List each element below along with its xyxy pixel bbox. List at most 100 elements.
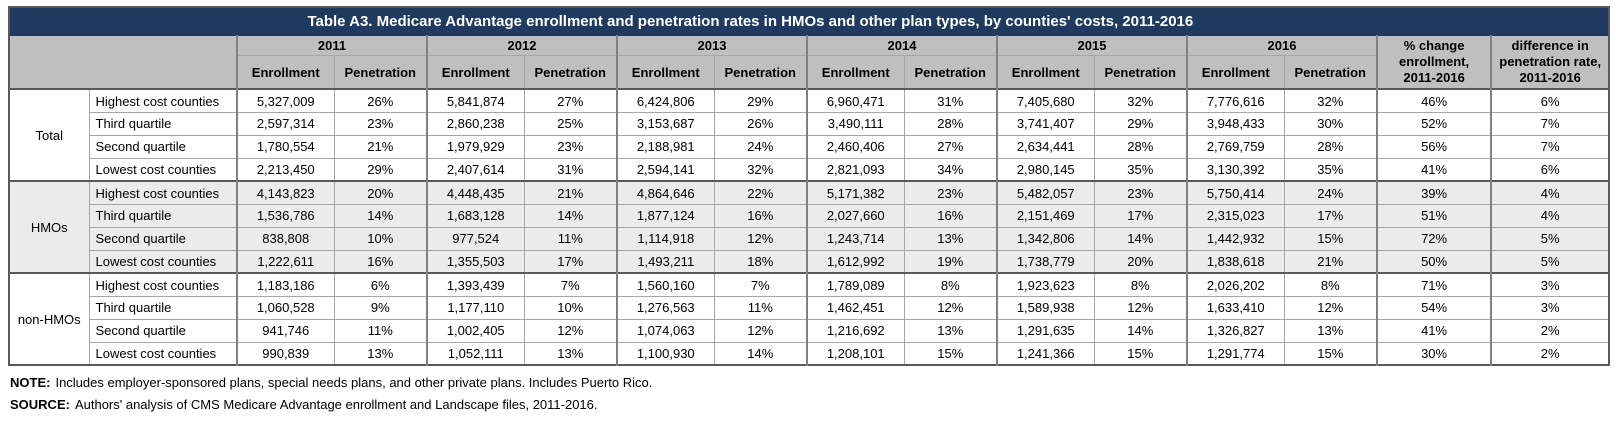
penetration-cell: 23% <box>333 111 428 136</box>
summary-cell: 46% <box>1375 88 1492 113</box>
year-header-2013: 2013 <box>616 34 808 57</box>
enrollment-cell: 2,027,660 <box>806 203 905 228</box>
summary-cell: 3% <box>1490 272 1610 297</box>
col-header-enrollment: Enrollment <box>426 55 525 90</box>
enrollment-cell: 1,241,366 <box>996 341 1095 366</box>
year-header-2011: 2011 <box>236 34 428 57</box>
penetration-cell: 14% <box>1093 318 1188 343</box>
enrollment-cell: 7,405,680 <box>996 88 1095 113</box>
enrollment-cell: 1,114,918 <box>616 226 715 251</box>
enrollment-cell: 3,153,687 <box>616 111 715 136</box>
enrollment-cell: 1,683,128 <box>426 203 525 228</box>
year-header-2016: 2016 <box>1186 34 1378 57</box>
table-header: Table A3. Medicare Advantage enrollment … <box>8 6 1610 90</box>
table-title: Table A3. Medicare Advantage enrollment … <box>8 6 1492 36</box>
row-label: Second quartile <box>88 134 238 159</box>
summary-cell: 5% <box>1490 226 1610 251</box>
penetration-cell: 22% <box>713 180 808 205</box>
enrollment-cell: 1,342,806 <box>996 226 1095 251</box>
summary-cell: 5% <box>1490 249 1610 274</box>
group-label-non-hmos: non-HMOs <box>8 272 90 366</box>
penetration-cell: 23% <box>523 134 618 159</box>
enrollment-cell: 1,589,938 <box>996 295 1095 320</box>
source-label: SOURCE: <box>10 397 70 413</box>
note-text: Includes employer-sponsored plans, speci… <box>55 375 653 391</box>
summary-cell: 30% <box>1375 341 1492 366</box>
enrollment-cell: 3,948,433 <box>1186 111 1285 136</box>
enrollment-cell: 3,490,111 <box>806 111 905 136</box>
enrollment-cell: 1,560,160 <box>616 272 715 297</box>
row-label: Lowest cost counties <box>88 249 238 274</box>
summary-cell: 54% <box>1375 295 1492 320</box>
enrollment-cell: 1,326,827 <box>1186 318 1285 343</box>
penetration-cell: 7% <box>523 272 618 297</box>
row-label: Highest cost counties <box>88 88 238 113</box>
enrollment-cell: 3,130,392 <box>1186 157 1285 182</box>
penetration-cell: 28% <box>1093 134 1188 159</box>
row-group-hmos: HMOs Highest cost counties 4,143,823 20% 4,4… <box>8 180 1610 274</box>
table-row: HMOs Highest cost counties 4,143,823 20% 4,4… <box>8 180 1610 274</box>
table-row: Lowest cost counties 2,213,450 29% 2,407,61… <box>9 157 1610 182</box>
enrollment-cell: 2,026,202 <box>1186 272 1285 297</box>
penetration-cell: 29% <box>713 88 808 113</box>
summary-cell: 4% <box>1490 180 1610 205</box>
enrollment-cell: 4,448,435 <box>426 180 525 205</box>
penetration-cell: 7% <box>713 272 808 297</box>
summary-cell: 3% <box>1490 295 1610 320</box>
enrollment-cell: 1,216,692 <box>806 318 905 343</box>
penetration-cell: 28% <box>1283 134 1378 159</box>
penetration-cell: 11% <box>523 226 618 251</box>
penetration-cell: 20% <box>1093 249 1188 274</box>
enrollment-cell: 1,243,714 <box>806 226 905 251</box>
enrollment-cell: 2,769,759 <box>1186 134 1285 159</box>
penetration-cell: 32% <box>1283 88 1378 113</box>
col-header-penetration: Penetration <box>1093 55 1188 90</box>
enrollment-cell: 1,100,930 <box>616 341 715 366</box>
penetration-cell: 12% <box>713 318 808 343</box>
enrollment-cell: 1,442,932 <box>1186 226 1285 251</box>
enrollment-cell: 2,980,145 <box>996 157 1095 182</box>
col-header-penetration: Penetration <box>1283 55 1378 90</box>
col-header-penetration: Penetration <box>523 55 618 90</box>
penetration-cell: 8% <box>903 272 998 297</box>
penetration-cell: 31% <box>903 88 998 113</box>
row-label: Lowest cost counties <box>88 341 238 366</box>
penetration-cell: 14% <box>1093 226 1188 251</box>
enrollment-cell: 1,183,186 <box>236 272 335 297</box>
penetration-cell: 35% <box>1283 157 1378 182</box>
penetration-cell: 14% <box>713 341 808 366</box>
enrollment-cell: 4,864,646 <box>616 180 715 205</box>
row-label: Third quartile <box>88 203 238 228</box>
penetration-cell: 13% <box>523 341 618 366</box>
penetration-cell: 13% <box>1283 318 1378 343</box>
summary-cell: 71% <box>1375 272 1492 297</box>
enrollment-cell: 1,979,929 <box>426 134 525 159</box>
enrollment-cell: 1,393,439 <box>426 272 525 297</box>
summary-cell: 72% <box>1375 226 1492 251</box>
enrollment-cell: 1,923,623 <box>996 272 1095 297</box>
penetration-cell: 10% <box>333 226 428 251</box>
penetration-cell: 24% <box>1283 180 1378 205</box>
col-header-enrollment: Enrollment <box>236 55 335 90</box>
enrollment-cell: 941,746 <box>236 318 335 343</box>
penetration-cell: 15% <box>1283 341 1378 366</box>
enrollment-cell: 2,315,023 <box>1186 203 1285 228</box>
penetration-cell: 28% <box>903 111 998 136</box>
col-header-enrollment: Enrollment <box>1186 55 1285 90</box>
col-header-enrollment: Enrollment <box>996 55 1095 90</box>
summary-cell: 7% <box>1490 111 1610 136</box>
source-text: Authors' analysis of CMS Medicare Advant… <box>74 397 598 413</box>
enrollment-cell: 2,151,469 <box>996 203 1095 228</box>
penetration-cell: 20% <box>333 180 428 205</box>
enrollment-cell: 1,074,063 <box>616 318 715 343</box>
year-header-2012: 2012 <box>426 34 618 57</box>
penetration-cell: 23% <box>903 180 998 205</box>
enrollment-cell: 2,188,981 <box>616 134 715 159</box>
enrollment-cell: 1,536,786 <box>236 203 335 228</box>
penetration-cell: 34% <box>903 157 998 182</box>
enrollment-cell: 2,594,141 <box>616 157 715 182</box>
enrollment-cell: 4,143,823 <box>236 180 335 205</box>
enrollment-cell: 5,327,009 <box>236 88 335 113</box>
source-line: SOURCE: Authors' analysis of CMS Medicare… <box>10 397 1608 412</box>
enrollment-cell: 1,493,211 <box>616 249 715 274</box>
